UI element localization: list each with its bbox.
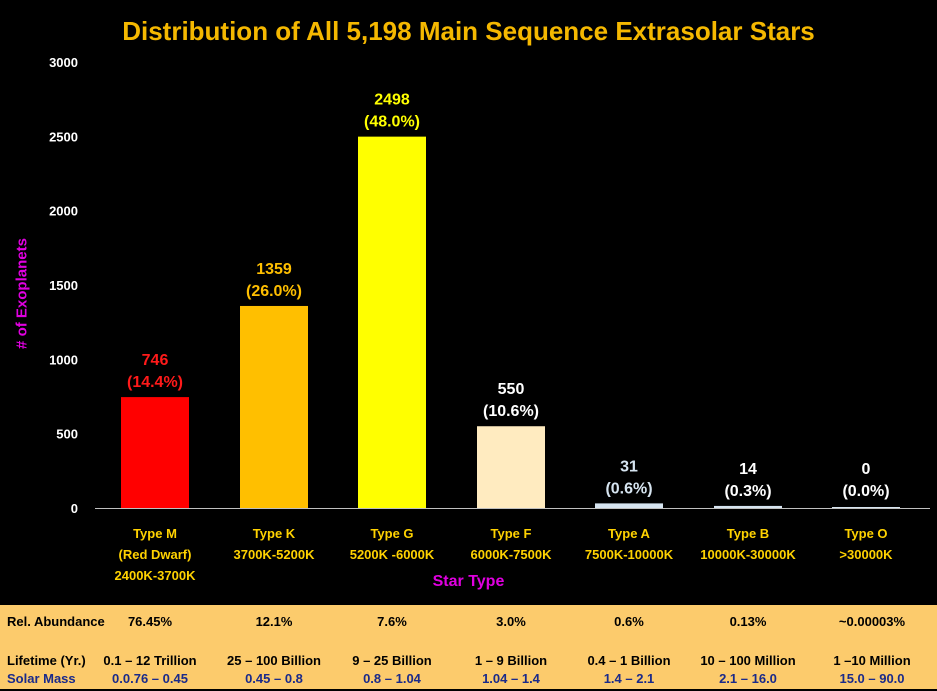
y-tick-label: 2500 xyxy=(49,129,78,144)
value-label: 746 xyxy=(142,352,169,369)
table-cell: ~0.00003% xyxy=(838,614,906,629)
table-cell: 2.1 – 16.0 xyxy=(719,671,777,686)
y-tick-label: 1000 xyxy=(49,352,78,367)
category-name: Type K xyxy=(252,526,296,541)
category-name: Type M xyxy=(133,526,177,541)
y-tick-label: 3000 xyxy=(49,55,78,70)
row-label: Solar Mass xyxy=(7,671,76,686)
category-label: Type M (Red Dwarf) 2400K-3700K xyxy=(96,523,214,586)
table-cell: 0.45 – 0.8 xyxy=(245,671,303,686)
percent-label: (0.6%) xyxy=(605,480,652,497)
star-properties-table: Rel. Abundance 76.45% 12.1% 7.6% 3.0% 0.6% 0.… xyxy=(0,605,937,689)
category-name: Type O xyxy=(844,526,888,541)
percent-label: (10.6%) xyxy=(483,403,539,420)
bar-chart: 3000 2500 2000 1500 1000 500 0 746 (14.4%) 1359 (2… xyxy=(49,55,930,516)
table-cell: 1.04 – 1.4 xyxy=(482,671,540,686)
y-tick-label: 0 xyxy=(71,501,78,516)
table-cell: 1 –10 Million xyxy=(833,653,911,668)
category-label: Type A 7500K-10000K xyxy=(570,523,688,565)
category-label: Type F 6000K-7500K xyxy=(452,523,570,565)
percent-label: (48.0%) xyxy=(364,114,420,131)
category-name: Type B xyxy=(726,526,770,541)
table-cell: 10 – 100 Million xyxy=(700,653,796,668)
bar-type-m xyxy=(121,397,189,508)
table-cell: 1 – 9 Billion xyxy=(474,653,548,668)
table-cell: 0.8 – 1.04 xyxy=(363,671,421,686)
bar-type-f xyxy=(477,426,545,508)
category-temperature: 3700K-5200K xyxy=(233,547,315,562)
value-label: 14 xyxy=(739,461,757,478)
row-label: Rel. Abundance xyxy=(7,614,105,629)
row-rel-abundance: Rel. Abundance 76.45% 12.1% 7.6% 3.0% 0.6% 0.… xyxy=(0,614,937,634)
table-cell: 9 – 25 Billion xyxy=(352,653,432,668)
table-cell: 76.45% xyxy=(127,614,173,629)
category-temperature: 5200K -6000K xyxy=(349,547,435,562)
category-label: Type K 3700K-5200K xyxy=(215,523,333,565)
category-subtitle: (Red Dwarf) xyxy=(118,547,192,562)
bar-type-b xyxy=(714,505,782,508)
category-name: Type G xyxy=(370,526,414,541)
bar-type-g xyxy=(358,136,426,508)
table-cell: 1.4 – 2.1 xyxy=(603,671,655,686)
category-temperature: 10000K-30000K xyxy=(700,547,796,562)
bar-type-a xyxy=(595,503,663,508)
table-cell: 3.0% xyxy=(496,614,526,629)
category-label: Type B 10000K-30000K xyxy=(689,523,807,565)
chart-title: Distribution of All 5,198 Main Sequence … xyxy=(122,16,815,46)
value-label: 0 xyxy=(862,461,871,478)
table-cell: 0.1 – 12 Trillion xyxy=(103,653,197,668)
category-temperature: 2400K-3700K xyxy=(114,568,196,583)
x-axis-label: Star Type xyxy=(432,573,505,590)
row-lifetime: Lifetime (Yr.) 0.1 – 12 Trillion 25 – 100… xyxy=(0,653,937,673)
bar-type-o xyxy=(832,507,900,508)
table-cell: 15.0 – 90.0 xyxy=(839,671,905,686)
category-name: Type F xyxy=(490,526,532,541)
percent-label: (0.0%) xyxy=(842,483,889,500)
value-label: 2498 xyxy=(374,92,410,109)
percent-label: (0.3%) xyxy=(724,483,771,500)
category-name: Type A xyxy=(608,526,650,541)
table-cell: 0.4 – 1 Billion xyxy=(587,653,671,668)
row-solar-mass: Solar Mass 0.0.76 – 0.45 0.45 – 0.8 0.8 – … xyxy=(0,671,937,691)
value-label: 1359 xyxy=(256,261,292,278)
table-cell: 7.6% xyxy=(377,614,407,629)
y-tick-label: 500 xyxy=(56,427,78,442)
category-temperature: 7500K-10000K xyxy=(584,547,674,562)
table-cell: 25 – 100 Billion xyxy=(227,653,321,668)
y-tick-label: 1500 xyxy=(49,278,78,293)
y-tick-label: 2000 xyxy=(49,204,78,219)
value-label: 550 xyxy=(498,381,525,398)
table-cell: 0.6% xyxy=(614,614,644,629)
percent-label: (14.4%) xyxy=(127,374,183,391)
category-label: Type O >30000K xyxy=(807,523,925,565)
category-label: Type G 5200K -6000K xyxy=(333,523,451,565)
table-cell: 12.1% xyxy=(255,614,293,629)
y-axis-label: # of Exoplanets xyxy=(13,238,31,349)
table-cell: 0.13% xyxy=(729,614,767,629)
bar-type-k xyxy=(240,305,308,508)
value-label: 31 xyxy=(620,458,638,475)
table-cell: 0.0.76 – 0.45 xyxy=(112,671,188,686)
percent-label: (26.0%) xyxy=(246,283,302,300)
category-temperature: 6000K-7500K xyxy=(470,547,552,562)
category-temperature: >30000K xyxy=(839,547,893,562)
row-label: Lifetime (Yr.) xyxy=(7,653,86,668)
